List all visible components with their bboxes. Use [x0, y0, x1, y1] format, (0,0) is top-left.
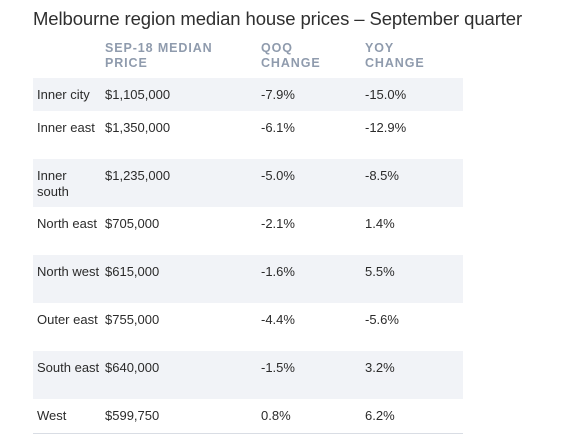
chart-title: Melbourne region median house prices – S…	[33, 8, 523, 29]
yoy-cell: -8.5%	[365, 168, 399, 183]
yoy-cell: -12.9%	[365, 120, 407, 135]
yoy-cell: 6.2%	[365, 408, 395, 423]
price-table: SEP-18 MEDIAN PRICE QOQ CHANGE YOY CHANG…	[33, 38, 463, 432]
region-cell: North west	[37, 264, 100, 279]
table-row: Inner south $1,235,000 -5.0% -8.5%	[33, 159, 463, 207]
price-cell: $705,000	[105, 216, 160, 231]
price-cell: $599,750	[105, 408, 160, 423]
region-cell: Inner east	[37, 120, 95, 135]
column-header-price-line-2: PRICE	[105, 56, 148, 70]
qoq-cell: -4.4%	[261, 312, 295, 327]
price-cell: $1,235,000	[105, 168, 171, 183]
qoq-cell: -5.0%	[261, 168, 295, 183]
price-cell: $640,000	[105, 360, 160, 375]
table-row: South east $640,000 -1.5% 3.2%	[33, 351, 463, 399]
table-row: North east $705,000 -2.1% 1.4%	[33, 207, 463, 255]
column-header-qoq-line-1: QOQ	[261, 41, 293, 55]
table-header: SEP-18 MEDIAN PRICE QOQ CHANGE YOY CHANG…	[33, 38, 463, 78]
region-cell: West	[37, 408, 67, 423]
table-row: Outer east $755,000 -4.4% -5.6%	[33, 303, 463, 351]
column-header-yoy-line-1: YOY	[365, 41, 395, 55]
column-header-price-line-1: SEP-18 MEDIAN	[105, 41, 213, 55]
region-cell: South east	[37, 360, 100, 375]
table-row: Inner east $1,350,000 -6.1% -12.9%	[33, 111, 463, 159]
price-cell: $1,350,000	[105, 120, 171, 135]
yoy-cell: 5.5%	[365, 264, 395, 279]
price-cell: $615,000	[105, 264, 160, 279]
column-header-qoq: QOQ CHANGE	[261, 41, 321, 71]
region-cell: North east	[37, 216, 97, 231]
table-row: West $599,750 0.8% 6.2%	[33, 399, 463, 432]
column-header-qoq-line-2: CHANGE	[261, 56, 321, 70]
qoq-cell: -7.9%	[261, 87, 295, 102]
column-header-price: SEP-18 MEDIAN PRICE	[105, 41, 213, 71]
qoq-cell: -1.5%	[261, 360, 295, 375]
qoq-cell: 0.8%	[261, 408, 291, 423]
yoy-cell: -15.0%	[365, 87, 407, 102]
region-cell: Outer east	[37, 312, 98, 327]
yoy-cell: 1.4%	[365, 216, 395, 231]
qoq-cell: -6.1%	[261, 120, 295, 135]
table-row: North west $615,000 -1.6% 5.5%	[33, 255, 463, 303]
column-header-yoy-line-2: CHANGE	[365, 56, 425, 70]
region-cell: Inner south	[37, 168, 69, 199]
qoq-cell: -2.1%	[261, 216, 295, 231]
yoy-cell: 3.2%	[365, 360, 395, 375]
yoy-cell: -5.6%	[365, 312, 399, 327]
column-header-yoy: YOY CHANGE	[365, 41, 425, 71]
price-cell: $1,105,000	[105, 87, 171, 102]
region-cell: Inner city	[37, 87, 90, 102]
table-row: Inner city $1,105,000 -7.9% -15.0%	[33, 78, 463, 111]
qoq-cell: -1.6%	[261, 264, 295, 279]
price-cell: $755,000	[105, 312, 160, 327]
